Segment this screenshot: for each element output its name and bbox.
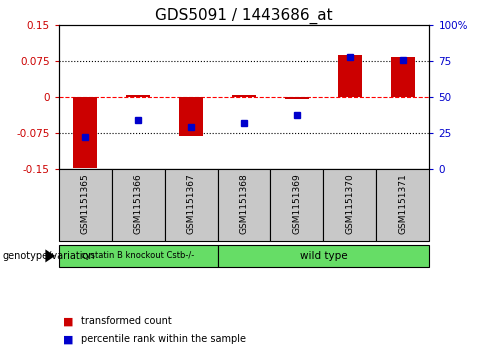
- Bar: [164, 169, 218, 241]
- Bar: [285, 97, 309, 99]
- Bar: [270, 169, 324, 241]
- Bar: [218, 245, 429, 267]
- Bar: [59, 169, 112, 241]
- Text: GSM1151369: GSM1151369: [292, 173, 302, 234]
- Bar: [179, 97, 203, 136]
- Text: cystatin B knockout Cstb-/-: cystatin B knockout Cstb-/-: [81, 252, 195, 260]
- Text: GSM1151367: GSM1151367: [186, 173, 196, 234]
- Bar: [126, 95, 150, 97]
- Bar: [391, 57, 415, 97]
- Text: genotype/variation: genotype/variation: [2, 251, 95, 261]
- Text: GSM1151371: GSM1151371: [398, 173, 407, 234]
- Bar: [59, 245, 218, 267]
- Text: transformed count: transformed count: [81, 316, 171, 326]
- Bar: [324, 169, 376, 241]
- Text: GSM1151370: GSM1151370: [346, 173, 354, 234]
- Title: GDS5091 / 1443686_at: GDS5091 / 1443686_at: [155, 8, 333, 24]
- Text: GSM1151365: GSM1151365: [81, 173, 90, 234]
- Bar: [112, 169, 164, 241]
- Text: wild type: wild type: [300, 251, 347, 261]
- Text: ■: ■: [63, 334, 74, 344]
- Bar: [376, 169, 429, 241]
- Bar: [338, 55, 362, 97]
- Text: percentile rank within the sample: percentile rank within the sample: [81, 334, 245, 344]
- Bar: [73, 97, 97, 168]
- Bar: [232, 95, 256, 97]
- Text: GSM1151368: GSM1151368: [240, 173, 248, 234]
- Bar: [218, 169, 270, 241]
- Text: GSM1151366: GSM1151366: [134, 173, 142, 234]
- Polygon shape: [45, 249, 55, 262]
- Text: ■: ■: [63, 316, 74, 326]
